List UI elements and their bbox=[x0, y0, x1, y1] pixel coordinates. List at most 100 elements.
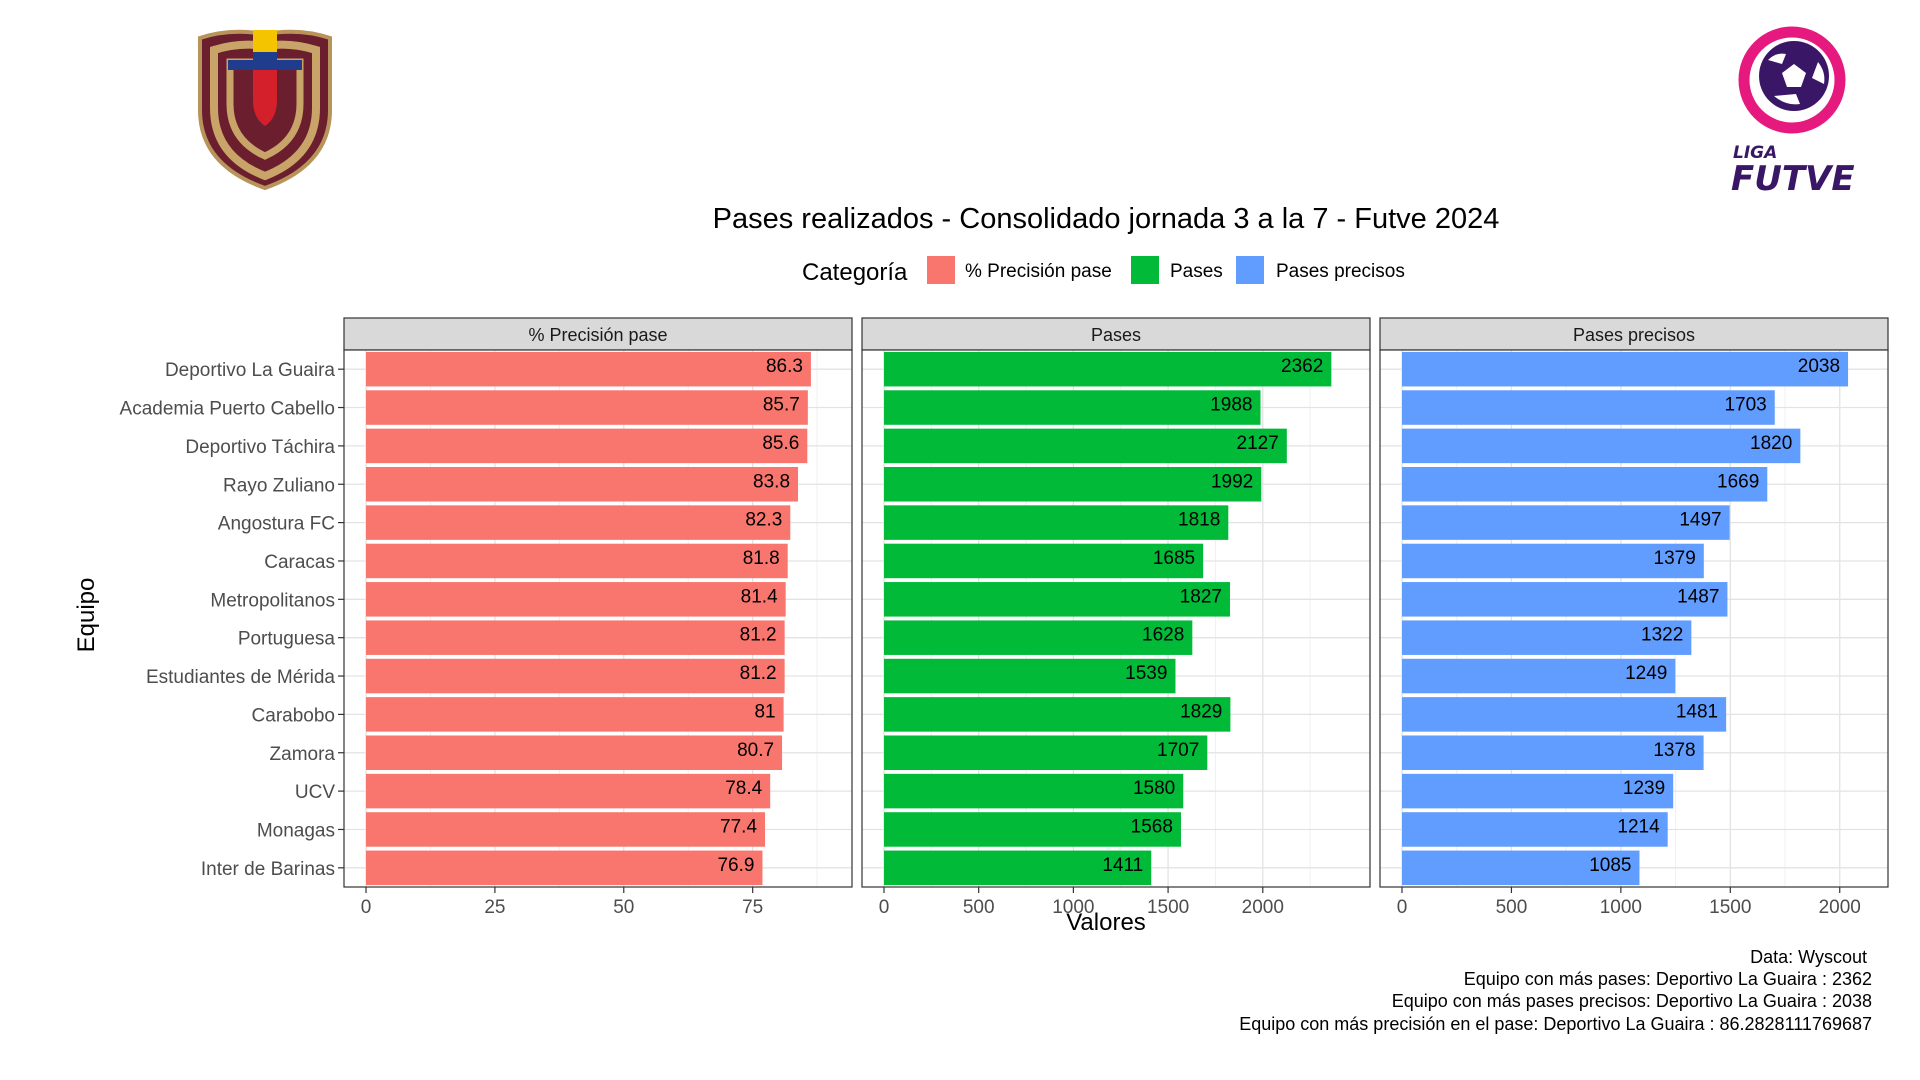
bar-value-label: 86.3 bbox=[766, 356, 803, 377]
facet-strip-label: % Precisión pase bbox=[528, 325, 667, 345]
y-tick-label: Zamora bbox=[270, 744, 336, 765]
bar bbox=[366, 428, 808, 464]
bar bbox=[884, 466, 1262, 502]
liga-futve-logo: LIGA FUTVE bbox=[1731, 26, 1855, 199]
bar bbox=[366, 735, 783, 771]
x-tick-label: 2000 bbox=[1242, 897, 1284, 918]
bar bbox=[1402, 351, 1849, 387]
panel-border bbox=[861, 349, 1371, 888]
bar bbox=[1402, 620, 1692, 655]
bar bbox=[366, 351, 811, 387]
bar bbox=[366, 466, 799, 502]
x-tick-label: 0 bbox=[1397, 897, 1408, 918]
bar-value-label: 1829 bbox=[1180, 701, 1222, 722]
bar bbox=[366, 812, 766, 847]
facet-strip-label: Pases bbox=[1091, 325, 1141, 345]
x-tick-label: 25 bbox=[484, 897, 505, 918]
caption-best-precision: Equipo con más precisión en el pase: Dep… bbox=[1239, 1014, 1872, 1034]
bar bbox=[884, 773, 1184, 809]
panel-border bbox=[1379, 349, 1889, 888]
bar bbox=[884, 582, 1231, 617]
bar bbox=[884, 697, 1231, 732]
bar bbox=[884, 850, 1152, 886]
x-tick-label: 500 bbox=[1496, 897, 1528, 918]
bar-value-label: 2127 bbox=[1237, 433, 1279, 454]
bar-value-label: 1580 bbox=[1133, 778, 1175, 799]
legend-title: Categoría bbox=[802, 259, 908, 286]
bar-value-label: 1707 bbox=[1157, 740, 1199, 761]
bar-value-label: 1539 bbox=[1125, 663, 1167, 684]
bar-value-label: 77.4 bbox=[720, 816, 757, 837]
bar bbox=[366, 543, 788, 579]
caption-most-passes: Equipo con más pases: Deportivo La Guair… bbox=[1464, 969, 1872, 989]
bar bbox=[884, 735, 1208, 771]
bar-value-label: 1497 bbox=[1679, 510, 1721, 531]
legend-label-pases: Pases bbox=[1170, 261, 1223, 282]
bar-value-label: 1669 bbox=[1717, 471, 1759, 492]
y-tick-label: Academia Puerto Cabello bbox=[120, 399, 335, 420]
bar-value-label: 81.2 bbox=[740, 625, 777, 646]
bar-value-label: 1628 bbox=[1142, 625, 1184, 646]
bar-value-label: 83.8 bbox=[753, 471, 790, 492]
facet-panels: Deportivo La Guaira Academia Puerto Cabel… bbox=[120, 317, 1889, 918]
bar-value-label: 1214 bbox=[1617, 816, 1660, 837]
chart-title: Pases realizados - Consolidado jornada 3… bbox=[713, 203, 1500, 235]
bar bbox=[1402, 850, 1640, 886]
x-tick-label: 0 bbox=[361, 897, 372, 918]
bar bbox=[1402, 428, 1801, 464]
bar-value-label: 80.7 bbox=[737, 740, 774, 761]
y-tick-label: Angostura FC bbox=[218, 514, 335, 535]
panel-border bbox=[343, 349, 853, 888]
legend: Categoría % Precisión pase Pases Pases p… bbox=[802, 256, 1405, 286]
bar bbox=[884, 505, 1229, 540]
bar bbox=[366, 697, 784, 732]
x-tick-label: 1500 bbox=[1709, 897, 1751, 918]
bar bbox=[884, 658, 1176, 694]
y-tick-label: Portuguesa bbox=[238, 629, 336, 650]
x-tick-label: 50 bbox=[613, 897, 634, 918]
x-axis-title: Valores bbox=[1066, 909, 1146, 936]
bar-value-label: 85.6 bbox=[762, 433, 799, 454]
bar-value-label: 1322 bbox=[1641, 625, 1683, 646]
y-tick-label: Metropolitanos bbox=[210, 590, 335, 611]
caption-most-accurate: Equipo con más pases precisos: Deportivo… bbox=[1392, 991, 1872, 1011]
logo-liga-text: LIGA bbox=[1733, 143, 1777, 163]
bar-value-label: 2362 bbox=[1281, 356, 1323, 377]
legend-swatch-pases-precisos bbox=[1236, 256, 1264, 284]
bar bbox=[884, 620, 1193, 655]
x-tick-label: 500 bbox=[963, 897, 995, 918]
bar-value-label: 82.3 bbox=[745, 510, 782, 531]
bar bbox=[1402, 543, 1704, 579]
legend-swatch-pases bbox=[1131, 256, 1159, 284]
bar-value-label: 78.4 bbox=[725, 778, 762, 799]
bar-value-label: 1992 bbox=[1211, 471, 1253, 492]
bar bbox=[884, 390, 1261, 425]
crest-icon bbox=[198, 29, 332, 191]
bar bbox=[884, 428, 1287, 464]
football-icon bbox=[1759, 41, 1829, 111]
x-tick-label: 0 bbox=[879, 897, 890, 918]
bar-value-label: 76.9 bbox=[717, 855, 754, 876]
y-tick-label: Carabobo bbox=[252, 705, 335, 726]
y-axis-title: Equipo bbox=[73, 578, 100, 653]
bar-value-label: 81.2 bbox=[740, 663, 777, 684]
bar bbox=[1402, 658, 1676, 694]
bar bbox=[366, 773, 771, 809]
y-tick-label: Inter de Barinas bbox=[201, 859, 335, 880]
bar bbox=[884, 351, 1332, 387]
bar-value-label: 1818 bbox=[1178, 510, 1220, 531]
bar-value-label: 1085 bbox=[1589, 855, 1631, 876]
bar bbox=[884, 543, 1204, 579]
y-tick-label: UCV bbox=[295, 782, 335, 803]
bar-value-label: 1568 bbox=[1131, 816, 1173, 837]
bar-value-label: 1239 bbox=[1623, 778, 1665, 799]
bar-value-label: 1827 bbox=[1180, 586, 1222, 607]
bar-value-label: 85.7 bbox=[763, 395, 800, 416]
bar bbox=[366, 390, 808, 425]
x-tick-label: 1000 bbox=[1600, 897, 1642, 918]
bar bbox=[1402, 773, 1674, 809]
bar bbox=[1402, 735, 1704, 771]
bar-value-label: 1378 bbox=[1653, 740, 1695, 761]
bar-value-label: 1820 bbox=[1750, 433, 1792, 454]
